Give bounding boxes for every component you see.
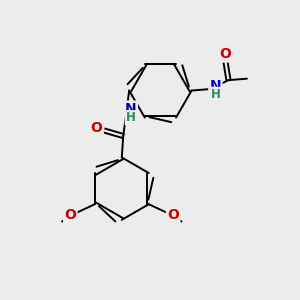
Text: O: O xyxy=(167,208,179,222)
Text: O: O xyxy=(91,121,102,135)
Text: O: O xyxy=(64,208,76,222)
Text: N: N xyxy=(125,102,136,116)
Text: O: O xyxy=(220,47,231,61)
Text: N: N xyxy=(210,79,221,92)
Text: H: H xyxy=(126,111,136,124)
Text: H: H xyxy=(211,88,220,101)
